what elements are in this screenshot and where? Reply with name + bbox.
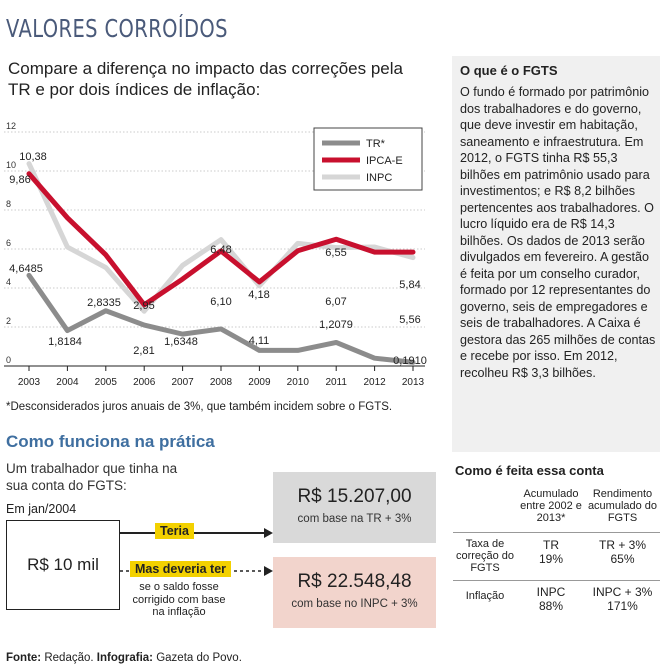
- y-tick-label: 10: [6, 160, 16, 170]
- y-tick-label: 2: [6, 316, 11, 326]
- chart-footnote: *Desconsiderados juros anuais de 3%, que…: [6, 401, 393, 413]
- table-row: Inflação INPC 88% INPC + 3% 171%: [453, 580, 660, 613]
- data-label: 1,8184: [48, 336, 82, 348]
- mas-deveria-ter-tag: Mas deveria ter: [130, 561, 232, 577]
- legend-label: INPC: [366, 172, 392, 184]
- data-label: 5,84: [399, 279, 420, 291]
- source-label: Fonte:: [6, 652, 42, 664]
- mas-deveria-ter-description: se o saldo fosse corrigido com base na i…: [132, 581, 226, 618]
- series-line-tr: [26, 272, 416, 365]
- y-tick-label: 12: [6, 121, 16, 131]
- table-header-row: Acumulado entre 2002 e 2013* Rendimento …: [453, 488, 660, 533]
- inpc-result-value: R$ 22.548,48: [297, 571, 412, 592]
- cell-inflacao-acumulado: INPC 88%: [517, 580, 585, 613]
- data-label: 2,81: [133, 345, 154, 357]
- infographic-text: Gazeta do Povo.: [156, 652, 242, 664]
- series-line-inpc: [26, 161, 416, 314]
- cell-index: TR + 3%: [598, 538, 646, 552]
- x-tick-label: 2009: [248, 377, 271, 388]
- row-header-inflacao: Inflação: [453, 580, 517, 613]
- section-title-how: Como funciona na prática: [6, 432, 215, 451]
- x-axis-ticks: 2003 2004 2005 2006 2007 2008 2009 2010 2011 2012…: [18, 366, 425, 388]
- fgts-text: O fundo é formado por patrimônio dos tra…: [460, 85, 656, 380]
- data-label: 9,86: [9, 174, 30, 186]
- y-tick-label: 4: [6, 277, 11, 287]
- data-label: 4,18: [248, 289, 269, 301]
- data-labels: 10,38 9,86 4,6485 1,8184 2,8335 2,95 2,81 1,634…: [9, 151, 427, 367]
- initial-balance-value: R$ 10 mil: [27, 555, 99, 574]
- x-tick-label: 2011: [325, 377, 347, 388]
- x-tick-label: 2013: [402, 377, 425, 388]
- mas-arrow-head: [264, 566, 273, 576]
- data-label: 4,6485: [9, 263, 43, 275]
- data-label: 2,95: [133, 300, 154, 312]
- legend-label: IPCA-E: [366, 155, 403, 167]
- tr-result-box: R$ 15.207,00 com base na TR + 3%: [273, 472, 436, 543]
- data-label: 6,07: [325, 296, 346, 308]
- x-tick-label: 2005: [95, 377, 118, 388]
- series-line-ipca-e: [26, 171, 416, 308]
- tr-result-caption: com base na TR + 3%: [297, 513, 412, 525]
- source-credit: Fonte: Redação. Infografia: Gazeta do Po…: [6, 652, 242, 664]
- col-header-rendimento: Rendimento acumulado do FGTS: [587, 488, 658, 524]
- inpc-result-caption: com base no INPC + 3%: [291, 598, 418, 610]
- initial-balance-box: R$ 10 mil: [6, 520, 120, 610]
- inpc-result-box: R$ 22.548,48 com base no INPC + 3%: [273, 557, 436, 628]
- page-title: VALORES CORROÍDOS: [6, 14, 228, 43]
- chart-legend: TR* IPCA-E INPC: [313, 127, 423, 191]
- x-tick-label: 2008: [210, 377, 233, 388]
- data-label: 6,48: [210, 244, 231, 256]
- cell-index: TR: [543, 538, 559, 552]
- y-axis-ticks: 0 2 4 6 8 10 12: [6, 121, 16, 365]
- source-text: Redação.: [44, 652, 94, 664]
- data-label: 0,1910: [393, 355, 427, 367]
- data-label: 2,8335: [87, 297, 121, 309]
- x-tick-label: 2012: [363, 377, 386, 388]
- data-label: 5,56: [399, 314, 420, 326]
- data-label: 6,55: [325, 247, 346, 259]
- y-tick-label: 0: [6, 355, 11, 365]
- col-header-acumulado: Acumulado entre 2002 e 2013*: [520, 488, 582, 524]
- section-text-how: Um trabalhador que tinha na sua conta do…: [6, 461, 178, 493]
- page-subtitle: Compare a diferença no impacto das corre…: [8, 59, 403, 99]
- x-tick-label: 2010: [287, 377, 310, 388]
- data-label: 1,6348: [164, 336, 198, 348]
- row-header-correcao: Taxa de correção do FGTS: [453, 532, 517, 581]
- data-label: 4,11: [249, 335, 270, 347]
- cell-index: INPC + 3%: [592, 585, 653, 599]
- cell-correcao-rendimento: TR + 3% 65%: [585, 532, 660, 581]
- date-label: Em jan/2004: [6, 502, 77, 516]
- cell-pct: 19%: [538, 552, 564, 566]
- cell-index: INPC: [536, 585, 566, 599]
- calc-table: Acumulado entre 2002 e 2013* Rendimento …: [453, 488, 660, 613]
- x-tick-label: 2007: [171, 377, 194, 388]
- data-label: 1,2079: [319, 319, 353, 331]
- cell-correcao-acumulado: TR 19%: [517, 532, 585, 581]
- table-corner: [453, 488, 517, 533]
- fgts-sidebar: [452, 56, 660, 452]
- cell-pct: 88%: [538, 599, 564, 613]
- x-tick-label: 2004: [56, 377, 79, 388]
- teria-tag: Teria: [155, 523, 194, 539]
- data-label: 6,10: [210, 296, 231, 308]
- infographic-label: Infografia:: [96, 652, 154, 664]
- data-label: 10,38: [19, 151, 47, 163]
- x-tick-label: 2003: [18, 377, 41, 388]
- chart-series: [26, 161, 416, 365]
- fgts-title: O que é o FGTS: [460, 63, 558, 78]
- x-tick-label: 2006: [133, 377, 156, 388]
- tr-result-value: R$ 15.207,00: [297, 486, 412, 507]
- calc-title: Como é feita essa conta: [455, 463, 604, 478]
- y-tick-label: 6: [6, 238, 11, 248]
- y-tick-label: 8: [6, 199, 11, 209]
- legend-label: TR*: [366, 138, 386, 150]
- table-row: Taxa de correção do FGTS TR 19% TR + 3% …: [453, 532, 660, 581]
- cell-inflacao-rendimento: INPC + 3% 171%: [585, 580, 660, 613]
- teria-arrow-head: [264, 528, 273, 538]
- cell-pct: 171%: [607, 599, 638, 613]
- cell-pct: 65%: [610, 552, 635, 566]
